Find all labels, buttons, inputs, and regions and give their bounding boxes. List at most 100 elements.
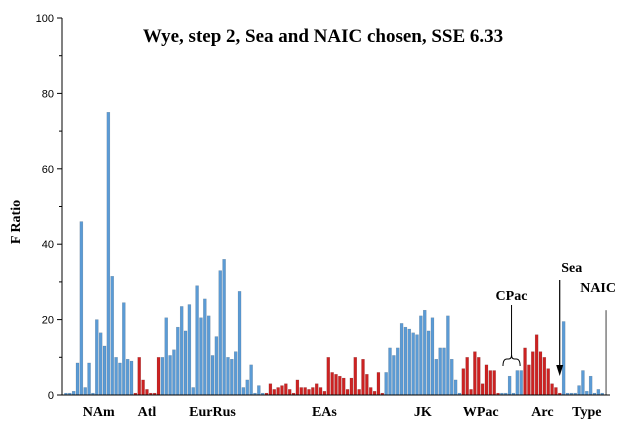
bar-eurrus-1 xyxy=(164,317,168,396)
bar-eurrus-21 xyxy=(241,387,246,396)
bar-eas-16 xyxy=(326,357,330,396)
bar-eas-6 xyxy=(288,389,292,396)
bar-sea-0 xyxy=(561,321,566,396)
bar-jk-16 xyxy=(446,315,450,396)
bar-arc-0 xyxy=(523,347,527,396)
bar-eas-25 xyxy=(361,358,365,396)
bar-jk-11 xyxy=(426,330,431,396)
bar-jk-1 xyxy=(388,347,392,396)
bar-wpac-4 xyxy=(477,357,481,396)
bar-eurrus-11 xyxy=(203,298,207,396)
bar-eas-22 xyxy=(349,377,354,396)
bar-wpac-5 xyxy=(480,383,485,396)
bar-type-3 xyxy=(581,370,585,396)
bar-eas-3 xyxy=(276,387,280,396)
bar-eas-19 xyxy=(338,375,342,396)
bar-cpac-5 xyxy=(519,370,523,396)
bar-nam-10 xyxy=(102,345,107,396)
bar-eurrus-0 xyxy=(160,357,165,396)
bar-nam-11 xyxy=(106,112,111,396)
bar-eas-18 xyxy=(334,374,338,396)
bar-eurrus-8 xyxy=(191,387,195,396)
bar-jk-2 xyxy=(392,355,396,396)
bar-eurrus-4 xyxy=(176,326,180,396)
bar-cpac-2 xyxy=(507,375,512,396)
bar-type-5 xyxy=(588,375,593,396)
bar-nam-15 xyxy=(122,302,126,396)
group-label-jk: JK xyxy=(414,405,432,420)
bar-eas-15 xyxy=(322,391,327,396)
y-tick-label-40: 40 xyxy=(42,239,54,251)
bar-jk-5 xyxy=(403,326,408,396)
bar-arc-2 xyxy=(531,351,535,396)
bar-nam-5 xyxy=(83,387,87,396)
bar-eurrus-13 xyxy=(210,355,215,396)
bar-eas-13 xyxy=(315,383,319,396)
y-tick-label-100: 100 xyxy=(36,13,54,25)
bar-eurrus-14 xyxy=(214,336,219,396)
bar-eas-14 xyxy=(318,387,323,396)
bar-eurrus-16 xyxy=(222,259,226,396)
bar-eurrus-18 xyxy=(230,358,234,396)
y-tick-label-0: 0 xyxy=(48,390,54,402)
bar-eas-28 xyxy=(372,391,377,396)
bar-jk-0 xyxy=(384,372,388,396)
bar-eurrus-15 xyxy=(218,270,222,396)
y-tick-label-80: 80 xyxy=(42,88,54,100)
bar-jk-4 xyxy=(399,323,404,396)
bar-nam-13 xyxy=(114,357,118,396)
bar-eurrus-3 xyxy=(172,349,176,396)
bar-eurrus-19 xyxy=(233,351,238,396)
bar-cpac-4 xyxy=(515,370,520,396)
bar-eurrus-20 xyxy=(237,291,242,396)
bar-eurrus-23 xyxy=(249,364,253,396)
annotation-sea: Sea xyxy=(561,261,582,276)
bar-eas-5 xyxy=(284,383,288,396)
bar-arc-5 xyxy=(542,357,547,396)
bar-eas-12 xyxy=(311,387,315,396)
group-label-eurrus: EurRus xyxy=(189,405,236,420)
bar-wpac-7 xyxy=(488,370,493,396)
bar-type-4 xyxy=(585,391,589,396)
y-ticks-layer: 0 20 40 60 80 100 xyxy=(36,13,62,402)
bar-eas-9 xyxy=(299,387,303,396)
annotation-naic: NAIC xyxy=(580,281,616,296)
bar-wpac-0 xyxy=(461,368,466,396)
bar-eas-1 xyxy=(268,383,273,396)
bar-jk-7 xyxy=(411,332,415,396)
bar-atl-6 xyxy=(156,357,161,396)
bar-arc-1 xyxy=(527,364,531,396)
bar-eurrus-22 xyxy=(245,379,249,396)
bar-jk-10 xyxy=(423,309,427,396)
bar-wpac-8 xyxy=(492,370,496,396)
bar-nam-4 xyxy=(79,221,84,396)
bar-eurrus-17 xyxy=(226,357,230,396)
bar-nam-2 xyxy=(71,391,76,396)
bar-wpac-1 xyxy=(465,357,469,396)
bar-eas-21 xyxy=(345,389,350,396)
bar-type-2 xyxy=(577,385,581,396)
bar-eurrus-25 xyxy=(257,385,261,396)
bar-jk-13 xyxy=(434,358,439,396)
bar-arc-7 xyxy=(550,383,554,396)
bar-nam-16 xyxy=(125,358,130,396)
bar-nam-6 xyxy=(87,362,91,396)
bar-nam-8 xyxy=(95,319,99,396)
bar-eurrus-10 xyxy=(199,317,203,396)
bar-wpac-2 xyxy=(469,389,473,396)
bar-eas-2 xyxy=(272,389,276,396)
bar-jk-12 xyxy=(430,317,435,396)
annotation-cpac-brace xyxy=(502,354,521,367)
bar-nam-17 xyxy=(129,360,134,396)
y-tick-label-60: 60 xyxy=(42,164,54,176)
bar-eurrus-9 xyxy=(195,285,199,396)
bar-jk-18 xyxy=(453,379,458,396)
bar-eas-24 xyxy=(357,389,361,396)
annotations-layer: CPac Sea NAIC xyxy=(496,261,616,376)
annotation-sea-arrowhead xyxy=(556,365,564,376)
bar-jk-15 xyxy=(442,347,446,396)
y-axis-label: F Ratio xyxy=(9,200,24,244)
bar-arc-4 xyxy=(538,351,543,396)
bar-type-7 xyxy=(596,389,601,396)
